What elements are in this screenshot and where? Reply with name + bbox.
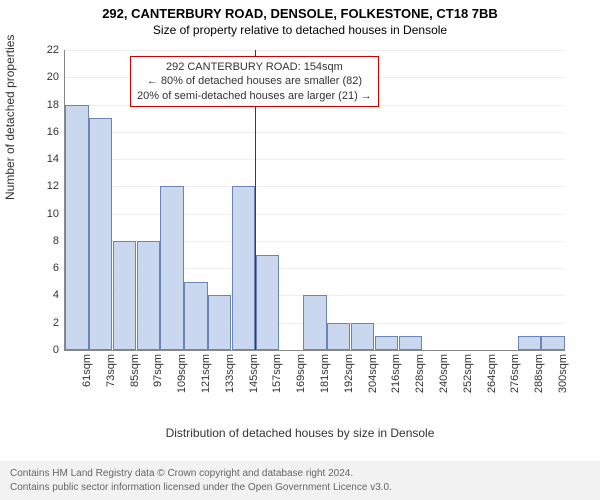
histogram-bar bbox=[327, 323, 350, 350]
annotation-line: 292 CANTERBURY ROAD: 154sqm bbox=[137, 60, 372, 74]
xtick-label: 169sqm bbox=[295, 354, 307, 393]
xtick-label: 264sqm bbox=[486, 354, 498, 393]
histogram-bar bbox=[399, 336, 422, 350]
xtick-label: 73sqm bbox=[105, 354, 117, 387]
histogram-bar bbox=[65, 105, 88, 350]
histogram-chart: 024681012141618202261sqm73sqm85sqm97sqm1… bbox=[64, 50, 565, 351]
histogram-bar bbox=[518, 336, 541, 350]
xtick-label: 97sqm bbox=[152, 354, 164, 387]
histogram-bar bbox=[160, 186, 183, 350]
xtick-label: 157sqm bbox=[271, 354, 283, 393]
gridline bbox=[65, 186, 565, 187]
xtick-label: 181sqm bbox=[319, 354, 331, 393]
xtick-label: 192sqm bbox=[343, 354, 355, 393]
annotation-line: ← 80% of detached houses are smaller (82… bbox=[137, 74, 372, 88]
histogram-bar bbox=[232, 186, 255, 350]
gridline bbox=[65, 159, 565, 160]
histogram-bar bbox=[256, 255, 279, 350]
histogram-bar bbox=[351, 323, 374, 350]
ytick-label: 20 bbox=[47, 71, 59, 83]
ytick-label: 12 bbox=[47, 180, 59, 192]
ytick-label: 0 bbox=[53, 344, 59, 356]
ytick-label: 16 bbox=[47, 126, 59, 138]
attribution-footer: Contains HM Land Registry data © Crown c… bbox=[0, 461, 600, 500]
footer-line-2: Contains public sector information licen… bbox=[10, 481, 590, 495]
xtick-label: 85sqm bbox=[129, 354, 141, 387]
footer-line-1: Contains HM Land Registry data © Crown c… bbox=[10, 467, 590, 481]
xtick-label: 145sqm bbox=[248, 354, 260, 393]
xtick-label: 133sqm bbox=[224, 354, 236, 393]
xtick-label: 288sqm bbox=[533, 354, 545, 393]
xtick-label: 276sqm bbox=[509, 354, 521, 393]
ytick-label: 22 bbox=[47, 44, 59, 56]
ytick-label: 4 bbox=[53, 289, 59, 301]
page-subtitle: Size of property relative to detached ho… bbox=[0, 21, 600, 37]
gridline bbox=[65, 132, 565, 133]
xtick-label: 228sqm bbox=[414, 354, 426, 393]
histogram-bar bbox=[208, 295, 231, 350]
histogram-bar bbox=[89, 118, 112, 350]
histogram-bar bbox=[303, 295, 326, 350]
ytick-label: 8 bbox=[53, 235, 59, 247]
gridline bbox=[65, 50, 565, 51]
annotation-box: 292 CANTERBURY ROAD: 154sqm← 80% of deta… bbox=[130, 56, 379, 107]
x-axis-label: Distribution of detached houses by size … bbox=[0, 426, 600, 440]
ytick-label: 14 bbox=[47, 153, 59, 165]
histogram-bar bbox=[375, 336, 398, 350]
histogram-bar bbox=[113, 241, 136, 350]
page-title: 292, CANTERBURY ROAD, DENSOLE, FOLKESTON… bbox=[0, 0, 600, 21]
gridline bbox=[65, 214, 565, 215]
xtick-label: 216sqm bbox=[390, 354, 402, 393]
xtick-label: 300sqm bbox=[557, 354, 569, 393]
annotation-line: 20% of semi-detached houses are larger (… bbox=[137, 89, 372, 103]
xtick-label: 61sqm bbox=[81, 354, 93, 387]
ytick-label: 18 bbox=[47, 99, 59, 111]
ytick-label: 10 bbox=[47, 208, 59, 220]
xtick-label: 204sqm bbox=[367, 354, 379, 393]
xtick-label: 109sqm bbox=[176, 354, 188, 393]
xtick-label: 252sqm bbox=[462, 354, 474, 393]
histogram-bar bbox=[137, 241, 160, 350]
y-axis-label: Number of detached properties bbox=[3, 35, 17, 200]
xtick-label: 121sqm bbox=[200, 354, 212, 393]
histogram-bar bbox=[541, 336, 564, 350]
ytick-label: 2 bbox=[53, 317, 59, 329]
ytick-label: 6 bbox=[53, 262, 59, 274]
histogram-bar bbox=[184, 282, 207, 350]
xtick-label: 240sqm bbox=[438, 354, 450, 393]
